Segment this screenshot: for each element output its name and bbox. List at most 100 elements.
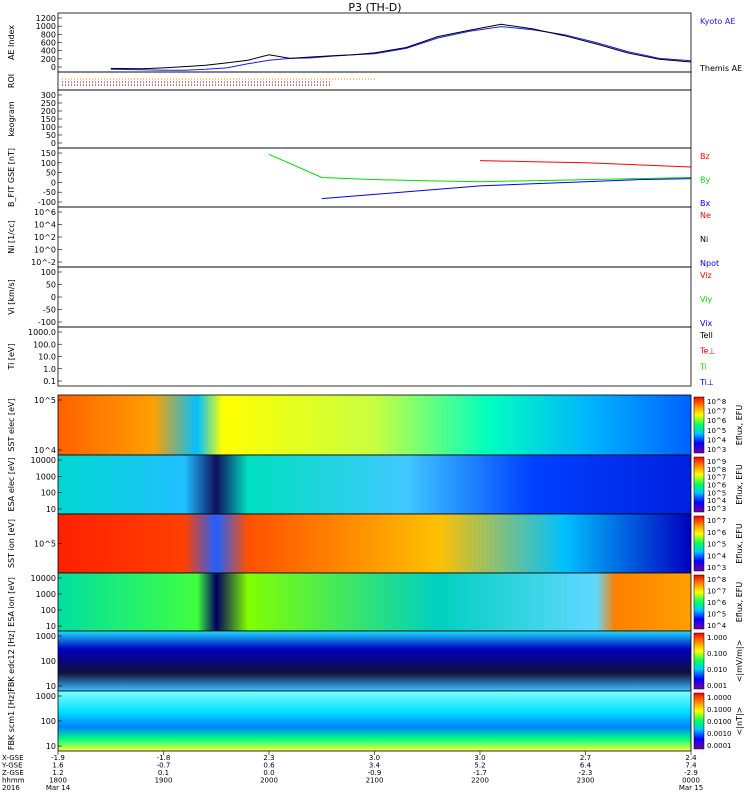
- y-axis-label: keogram: [7, 101, 16, 136]
- panel-frame: [57, 89, 692, 149]
- y-tick-label: 10: [46, 505, 56, 514]
- colorbar-sst_i: [693, 515, 705, 572]
- y-tick-label: 100: [41, 606, 56, 615]
- colorbar-tick-label: 10^7: [707, 588, 726, 596]
- colorbar-label: <|nT|>: [735, 707, 744, 736]
- heatmap-esa_e: [58, 455, 691, 514]
- y-tick-label: 600: [41, 39, 56, 48]
- y-axis-label: Vi [km/s]: [7, 279, 16, 315]
- colorbar-tick-label: 10^3: [707, 505, 726, 513]
- panel-sst_e: Eflux, EFU10^810^710^610^510^410^310^510…: [7, 394, 744, 456]
- colorbar-tick-label: 0.1000: [707, 706, 732, 714]
- y-tick-label: 10^5: [34, 396, 56, 405]
- colorbar-tick-label: 0.0001: [707, 742, 732, 750]
- y-tick-label: -50: [43, 188, 56, 197]
- y-tick-label: 10^6: [34, 208, 56, 217]
- y-tick-label: 1000: [36, 22, 56, 31]
- colorbar-label: Eflux, EFU: [735, 464, 744, 505]
- y-tick-label: 0.1: [43, 377, 56, 386]
- x-tick-label: -2.3: [579, 769, 593, 777]
- y-tick-label: 0: [51, 63, 56, 72]
- y-axis-label: ROI: [7, 74, 16, 88]
- legend-entry: By: [700, 176, 710, 185]
- y-tick-label: 0: [51, 139, 56, 148]
- x-row-label: 2016: [2, 784, 20, 792]
- x-tick-label: 5.2: [474, 762, 485, 770]
- legend-entry: Viy: [700, 295, 713, 304]
- y-tick-label: 100: [41, 717, 56, 726]
- x-tick-label: -1.7: [473, 769, 487, 777]
- y-tick-label: 10^5: [34, 540, 56, 549]
- panel-frame: [57, 326, 692, 387]
- colorbar-tick-label: 10^5: [707, 611, 726, 619]
- panel-velocity: 100 50 0 -50 -100 Vi [km/s] Viz Viy Vix: [7, 266, 713, 328]
- colorbar-tick-label: 10^5: [707, 489, 726, 497]
- legend-entry: Bz: [700, 152, 710, 161]
- colorbar-tick-label: 10^9: [707, 458, 726, 466]
- y-tick-label: 10: [46, 742, 56, 751]
- x-tick-label: 3.0: [369, 754, 380, 762]
- colorbar-tick-label: 0.0010: [707, 730, 732, 738]
- y-tick-label: 100: [41, 159, 56, 168]
- panel-frame: [57, 71, 692, 91]
- colorbar-tick-label: 10^8: [707, 466, 726, 474]
- y-tick-label: 100: [41, 489, 56, 498]
- colorbar-tick-label: 10^8: [707, 576, 726, 584]
- colorbar-tick-label: 1.000: [707, 634, 727, 642]
- colorbar-tick-label: 10^5: [707, 541, 726, 549]
- y-axis-label: SST elec [eV]: [7, 398, 16, 451]
- legend-entry: Ni: [700, 235, 708, 244]
- colorbar-fbk_b: [693, 692, 705, 750]
- legend-entry: Ne: [700, 211, 711, 220]
- y-tick-label: 10^-2: [31, 258, 56, 267]
- colorbar-tick-label: 10^4: [707, 436, 727, 444]
- legend-entry: Bx: [700, 199, 710, 208]
- panel-sst_i: Eflux, EFU 10^7 10^6 10^5 10^4 10^3 10^5 SST io…: [7, 513, 744, 574]
- x-tick-label: 0.1: [158, 769, 169, 777]
- colorbar-label: Eflux, EFU: [735, 582, 744, 623]
- page-title: P3 (TH-D): [348, 1, 401, 14]
- x-tick-label: 3.4: [369, 762, 381, 770]
- heatmap-esa_i: [58, 573, 691, 631]
- x-tick-label: 7.4: [685, 762, 697, 770]
- y-tick-label: 10000: [31, 574, 56, 583]
- y-tick-label: -50: [43, 306, 56, 315]
- y-tick-label: 100: [41, 657, 56, 666]
- colorbar-tick-label: 10^7: [707, 517, 726, 525]
- y-tick-label: 1.0: [43, 365, 56, 374]
- x-tick-label: 1800: [49, 777, 67, 785]
- x-tick-label: -1.9: [51, 754, 65, 762]
- legend-entry: Themis AE: [699, 64, 742, 73]
- colorbar-esa_i: [693, 574, 705, 630]
- x-tick-label: 2000: [260, 777, 278, 785]
- x-axis: X-GSEY-GSEZ-GSEhhmm2016-1.91.61.21800Mar…: [1, 751, 703, 792]
- x-tick-label: Mar 14: [46, 784, 71, 792]
- y-tick-label: 1000: [36, 632, 56, 641]
- y-tick-label: 10: [46, 682, 56, 691]
- colorbar-tick-label: 10^3: [707, 446, 726, 454]
- y-tick-label: 400: [41, 47, 56, 56]
- x-tick-label: 3.0: [474, 754, 485, 762]
- x-tick-label: 2.7: [580, 754, 591, 762]
- x-tick-label: 1.2: [52, 769, 63, 777]
- legend-entry: Ti⊥: [699, 378, 714, 387]
- x-tick-label: Mar 15: [679, 784, 703, 792]
- heatmap-fbk_e: [58, 631, 691, 691]
- colorbar-sst_e: [693, 396, 705, 454]
- y-tick-label: 1000: [36, 590, 56, 599]
- y-axis-label: AE Index: [7, 25, 16, 60]
- y-tick-label: 250: [41, 99, 56, 108]
- colorbar-tick-label: 0.001: [707, 682, 727, 690]
- colorbar-tick-label: 10^5: [707, 427, 726, 435]
- y-axis-label: ESA ion [eV]: [7, 577, 16, 627]
- colorbar-tick-label: 10^3: [707, 564, 726, 572]
- y-tick-label: 10^4: [34, 446, 56, 455]
- x-tick-label: 1.6: [52, 762, 64, 770]
- legend-entry: Tell: [699, 331, 713, 340]
- series-line: [110, 23, 692, 70]
- y-tick-label: 150: [41, 149, 56, 158]
